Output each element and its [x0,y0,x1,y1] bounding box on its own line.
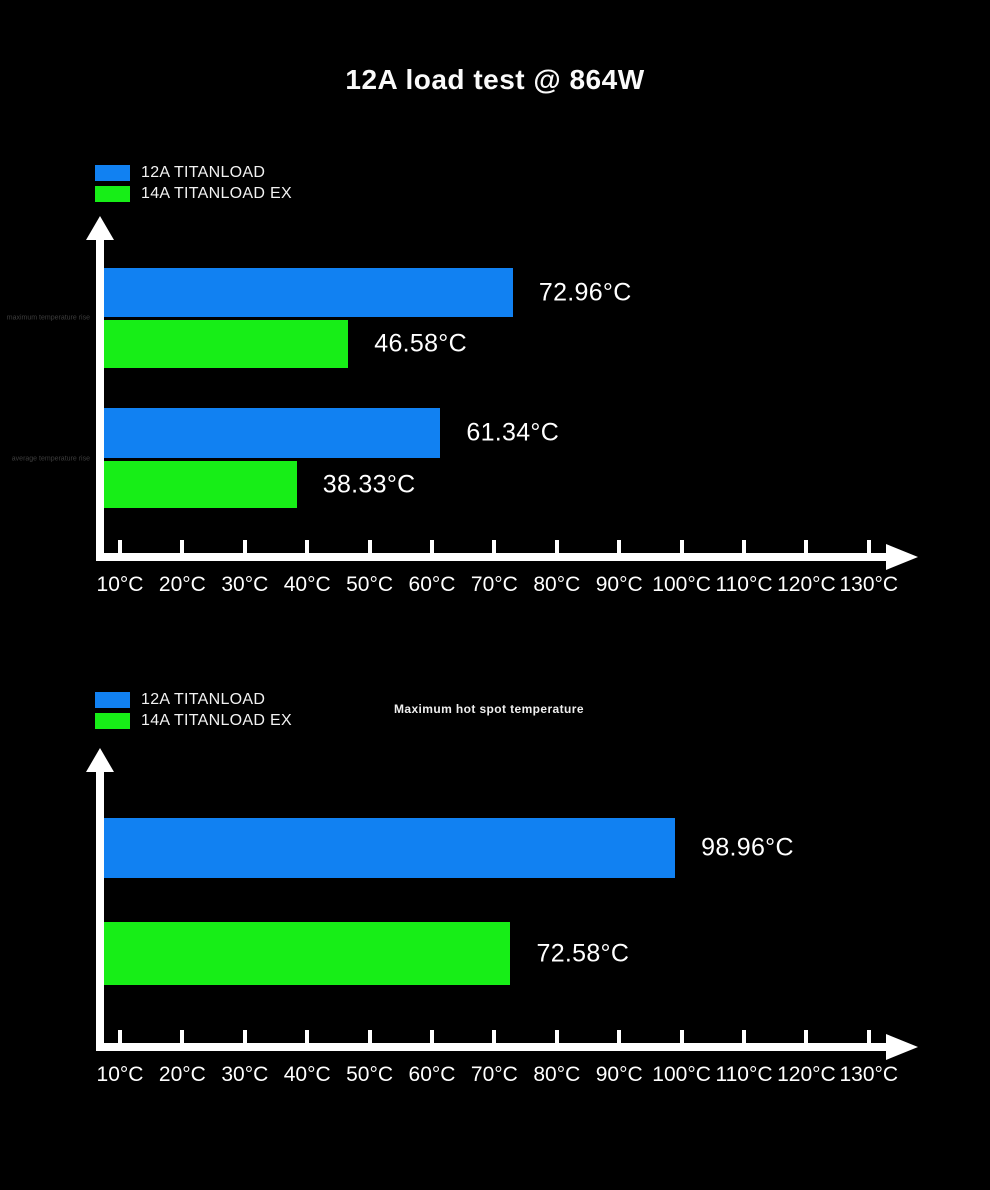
axis-tick-label: 30°C [221,573,269,596]
axis-tick-label: 100°C [652,1063,711,1086]
axis-tick [305,540,310,553]
axis-tick-label: 30°C [221,1063,269,1086]
axis-tick-label: 90°C [595,573,643,596]
axis-tick-label: 40°C [283,573,331,596]
legend-label: 14A TITANLOAD EX [141,711,292,729]
legend-swatch-green [95,185,130,202]
bar [104,408,441,458]
legend-label: 12A TITANLOAD [141,690,266,708]
axis-tick [554,1030,559,1043]
chart2-subtitle: Maximum hot spot temperature [394,702,584,716]
axis-tick [679,1030,684,1043]
axis-tick [804,540,809,553]
axis-tick [804,1030,809,1043]
axis-tick [305,1030,310,1043]
bar-value-label: 72.96°C [538,278,632,306]
axis-tick [742,1030,746,1043]
axis-tick [617,1030,622,1043]
axis-tick-label: 20°C [158,1063,206,1086]
axis-tick [492,1030,497,1043]
axis-tick [118,1030,122,1043]
axis-tick-label: 80°C [533,573,581,596]
axis-tick [617,540,622,553]
axis-tick-label: 60°C [408,1063,456,1086]
axis-tick [866,540,871,553]
axis-tick [866,1030,871,1043]
bar-value-label: 46.58°C [374,329,467,358]
axis-tick-label: 40°C [283,1063,331,1086]
axis-tick [367,1030,372,1043]
axis-tick-label: 50°C [346,573,394,596]
legend-swatch-green [95,712,130,729]
axis-tick [367,540,372,553]
axis-tick-label: 100°C [652,573,711,596]
legend-item-14a: 14A TITANLOAD EX [95,710,292,731]
axis-tick-label: 60°C [408,573,456,596]
legend-label: 12A TITANLOAD [141,163,266,181]
bar [104,268,513,317]
axis-tick-label: 120°C [777,1063,836,1086]
axis-tick-label: 10°C [96,573,144,596]
axis-tick [554,540,559,553]
axis-tick-label: 80°C [533,1063,581,1086]
axis-tick-label: 20°C [158,573,206,596]
axis-tick [742,540,746,553]
axis-tick-label: 120°C [777,573,836,596]
x-axis-arrow-icon [886,1034,918,1060]
axis-tick-label: 130°C [839,573,899,596]
bar-value-label: 38.33°C [322,470,416,498]
axis-tick [242,1030,247,1043]
page-title: 12A load test @ 864W [345,64,645,95]
bar [104,818,676,878]
legend-chart1: 12A TITANLOAD 14A TITANLOAD EX [95,162,292,204]
legend-item-14a: 14A TITANLOAD EX [95,183,292,204]
bar-value-label: 98.96°C [701,833,794,862]
bar [104,922,511,985]
legend-swatch-blue [95,164,130,181]
axis-tick [430,540,434,553]
axis-tick [492,540,497,553]
axis-tick [180,1030,185,1043]
category-label: maximum temperature rise [6,314,90,322]
bar [104,320,349,368]
axis-tick [242,540,247,553]
axis-tick [679,540,684,553]
axis-tick [180,540,185,553]
bar-value-label: 72.58°C [536,939,630,967]
axis-tick-label: 10°C [96,1063,144,1086]
axis-tick-label: 70°C [470,573,518,596]
axis-tick-label: 90°C [595,1063,643,1086]
bar [104,461,297,508]
y-axis-line [96,770,104,1051]
legend-chart2: 12A TITANLOAD 14A TITANLOAD EX [95,689,292,731]
axis-tick-label: 110°C [715,1063,773,1086]
axis-tick [430,1030,434,1043]
axis-tick [118,540,122,553]
y-axis-arrow-icon [86,216,114,240]
bar-value-label: 61.34°C [466,418,560,447]
legend-label: 14A TITANLOAD EX [141,184,292,202]
x-axis-line [96,553,888,561]
axis-tick-label: 50°C [346,1063,394,1086]
legend-item-12a: 12A TITANLOAD [95,162,292,183]
axis-tick-label: 70°C [470,1063,518,1086]
axis-tick-label: 110°C [715,573,773,596]
y-axis-arrow-icon [86,748,114,772]
legend-swatch-blue [95,691,130,708]
x-axis-arrow-icon [886,544,918,570]
y-axis-line [96,238,104,561]
legend-item-12a: 12A TITANLOAD [95,689,292,710]
x-axis-line [96,1043,888,1051]
category-label: average temperature rise [11,455,90,463]
axis-tick-label: 130°C [839,1063,899,1086]
